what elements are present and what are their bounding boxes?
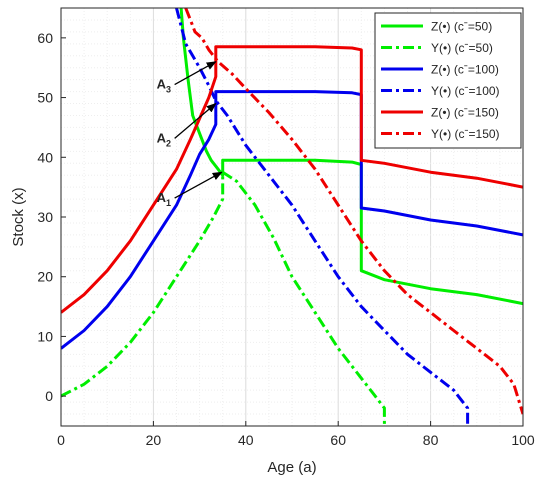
- axis-ticks: 0 20 40 60 80 100 0 10 20 30 40 50 60: [37, 30, 534, 448]
- series-layer: [61, 8, 523, 426]
- series-line-4: [175, 8, 470, 426]
- legend: Z(•) (cˉ=50) Y(•) (cˉ=50) Z(•) (cˉ=100) Y(•…: [374, 12, 522, 149]
- series-line-6: [184, 8, 523, 415]
- legend-entry-2: Y(•) (cˉ=50): [431, 41, 493, 55]
- y-tick-label: 60: [37, 30, 53, 46]
- annotation-arrow: [174, 102, 217, 139]
- x-tick-label: 60: [330, 432, 346, 448]
- x-tick-label: 80: [423, 432, 439, 448]
- y-tick-label: 50: [37, 90, 53, 106]
- legend-entry-4: Y(•) (cˉ=100): [431, 84, 500, 98]
- y-tick-label: 0: [45, 388, 53, 404]
- y-tick-label: 30: [37, 209, 53, 225]
- x-tick-label: 100: [511, 432, 535, 448]
- x-tick-label: 20: [146, 432, 162, 448]
- y-axis-label: Stock (x): [10, 187, 27, 246]
- annotation-arrow: [174, 171, 223, 199]
- series-line-2: [61, 170, 386, 426]
- x-axis-label: Age (a): [267, 459, 316, 476]
- legend-entry-1: Z(•) (cˉ=50): [431, 20, 492, 34]
- y-tick-label: 40: [37, 149, 53, 165]
- legend-entry-3: Z(•) (cˉ=100): [431, 63, 499, 77]
- annotation-arrow: [174, 61, 217, 86]
- series-line-1: [179, 8, 523, 306]
- x-tick-label: 0: [57, 432, 65, 448]
- y-tick-label: 10: [37, 328, 53, 344]
- y-tick-label: 20: [37, 269, 53, 285]
- legend-box: [374, 12, 522, 149]
- legend-entry-5: Z(•) (cˉ=150): [431, 106, 499, 120]
- legend-entry-6: Y(•) (cˉ=150): [431, 127, 500, 141]
- x-tick-label: 40: [238, 432, 254, 448]
